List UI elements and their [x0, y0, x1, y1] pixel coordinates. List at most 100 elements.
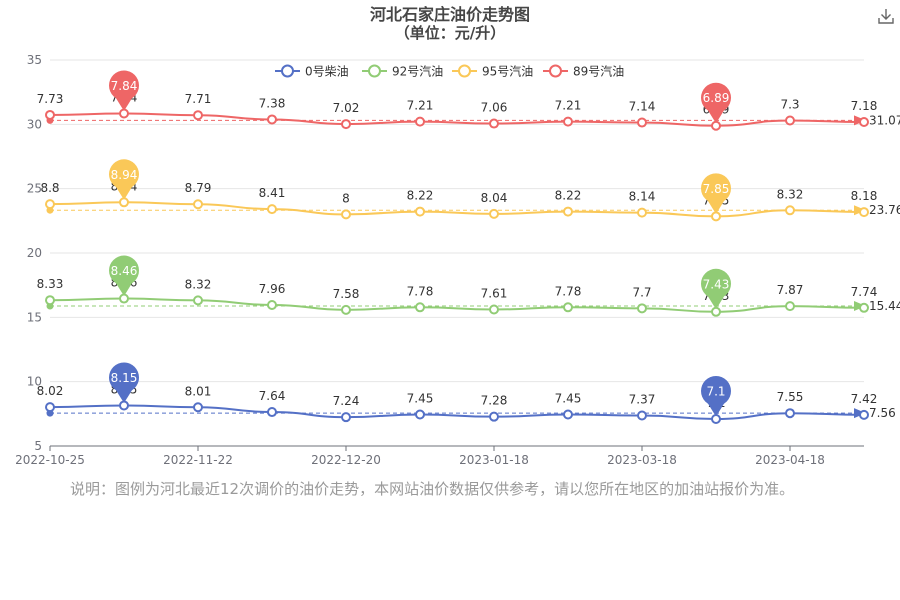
data-label: 7.78 — [407, 284, 434, 298]
data-point — [415, 116, 425, 127]
data-point — [341, 209, 351, 220]
legend-item[interactable]: 89号汽油 — [543, 64, 624, 79]
data-label: 8.33 — [37, 277, 64, 291]
data-point — [711, 211, 721, 222]
chart-title: 河北石家庄油价走势图 — [370, 5, 530, 24]
min-pin: 6.89 — [701, 82, 731, 123]
series-layer: 7.568.028.158.017.647.247.457.287.457.37… — [37, 70, 900, 424]
series-line — [49, 201, 865, 218]
data-point — [341, 119, 351, 130]
series-3: 31.07 7.73 7.84 7.71 7.38 7.02 7.21 7.06 7.21 7.1… — [37, 70, 900, 131]
pin-head — [701, 268, 731, 299]
series-1: 15.44 8.33 8.46 8.32 7.96 7.58 7.78 7.61 7.78 7.7… — [37, 255, 900, 317]
data-point — [489, 208, 499, 219]
data-point — [785, 115, 795, 126]
data-point — [489, 411, 499, 422]
data-point — [267, 299, 277, 310]
legend-marker — [368, 64, 381, 78]
pin-head — [701, 173, 731, 204]
series-line — [49, 112, 865, 127]
data-point — [785, 301, 795, 312]
data-point — [859, 117, 869, 128]
y-tick-label: 35 — [27, 53, 42, 67]
y-tick-label: 15 — [27, 310, 42, 324]
y-tick-label: 5 — [34, 439, 42, 453]
data-point — [119, 108, 129, 119]
data-label: 7.37 — [629, 393, 656, 407]
data-label: 7.55 — [777, 390, 804, 404]
data-label: 8.18 — [851, 189, 878, 203]
series-0: 7.56 8.02 8.15 8.01 7.64 7.24 7.45 7.28 7.45 7.37… — [37, 362, 896, 424]
data-label: 7.06 — [481, 101, 508, 115]
pin-head — [109, 362, 139, 393]
data-point — [859, 409, 869, 420]
data-point — [45, 402, 55, 413]
data-point — [119, 293, 129, 304]
data-label: 7.45 — [555, 391, 582, 405]
series-line — [49, 297, 865, 313]
pin-label: 6.89 — [703, 91, 730, 105]
data-label: 7.45 — [407, 391, 434, 405]
data-point — [711, 413, 721, 424]
data-label: 7.21 — [555, 99, 582, 113]
data-label: 8 — [342, 191, 350, 205]
legend-label: 0号柴油 — [305, 65, 349, 79]
data-label: 8.22 — [407, 189, 434, 203]
data-label: 8.04 — [481, 191, 508, 205]
data-point — [859, 207, 869, 218]
legend-label: 95号汽油 — [482, 64, 533, 79]
data-label: 7.58 — [333, 287, 360, 301]
data-label: 7.78 — [555, 284, 582, 298]
pin-label: 8.15 — [111, 371, 138, 385]
x-tick-label: 2023-04-18 — [755, 453, 825, 467]
max-pin: 8.94 — [109, 159, 139, 200]
data-point — [341, 304, 351, 315]
data-label: 8.14 — [629, 190, 656, 204]
data-point — [341, 412, 351, 423]
min-pin: 7.1 — [701, 375, 731, 417]
legend[interactable]: 0号柴油 92号汽油 95号汽油 89号汽油 — [275, 64, 624, 79]
y-tick-label: 25 — [27, 182, 42, 196]
data-label: 8.32 — [185, 277, 212, 291]
data-point — [415, 409, 425, 420]
mean-label: 7.56 — [869, 406, 896, 420]
data-label: 7.42 — [851, 392, 878, 406]
max-pin: 8.46 — [109, 255, 139, 296]
min-pin: 7.85 — [701, 173, 731, 214]
data-label: 8.02 — [37, 384, 64, 398]
x-tick-label: 2022-10-25 — [15, 453, 85, 467]
data-label: 7.38 — [259, 96, 286, 110]
data-label: 7.3 — [780, 97, 799, 111]
data-label: 7.28 — [481, 394, 508, 408]
x-tick-label: 2022-11-22 — [163, 453, 233, 467]
legend-item[interactable]: 92号汽油 — [362, 64, 443, 79]
mean-label: 23.76 — [869, 203, 900, 217]
legend-item[interactable]: 0号柴油 — [275, 64, 349, 79]
legend-item[interactable]: 95号汽油 — [452, 64, 533, 79]
data-point — [267, 114, 277, 125]
x-tick-label: 2023-01-18 — [459, 453, 529, 467]
pin-label: 7.1 — [706, 384, 725, 398]
max-pin: 8.15 — [109, 362, 139, 403]
min-pin: 7.43 — [701, 268, 731, 309]
data-point — [193, 199, 203, 210]
legend-marker — [458, 64, 471, 78]
series-line — [49, 404, 865, 420]
data-point — [119, 197, 129, 208]
data-point — [711, 306, 721, 317]
data-label: 7.24 — [333, 394, 360, 408]
pin-head — [701, 375, 731, 406]
data-point — [489, 304, 499, 315]
y-tick-label: 10 — [27, 375, 42, 389]
pin-label: 7.85 — [703, 182, 730, 196]
max-pin: 7.84 — [109, 70, 139, 111]
data-label: 8.79 — [185, 181, 212, 195]
data-label: 8.32 — [777, 187, 804, 201]
pin-head — [109, 70, 139, 101]
data-label: 7.73 — [37, 92, 64, 106]
data-label: 7.87 — [777, 283, 804, 297]
download-icon[interactable] — [876, 6, 896, 26]
data-label: 8.41 — [259, 186, 286, 200]
data-label: 8.8 — [40, 181, 59, 195]
data-label: 7.71 — [185, 92, 212, 106]
